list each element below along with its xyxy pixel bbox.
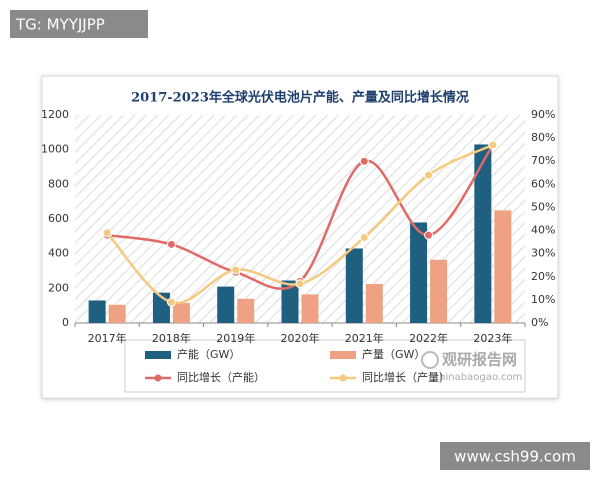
- legend-swatch: [330, 351, 356, 359]
- y2-tick-label: 90%: [531, 108, 555, 121]
- bar: [474, 144, 492, 323]
- legend-swatch: [145, 351, 171, 359]
- x-tick-label: 2023年: [473, 331, 512, 345]
- x-tick-label: 2019年: [216, 331, 255, 345]
- source-text: www.csh99.com: [454, 448, 576, 466]
- line-marker: [424, 170, 434, 180]
- bar: [172, 303, 190, 323]
- y-tick-label: 200: [48, 281, 69, 294]
- line-marker: [166, 239, 176, 249]
- bar: [217, 286, 235, 323]
- tag-box: [10, 10, 148, 38]
- y2-tick-label: 60%: [531, 177, 555, 190]
- y2-tick-label: 20%: [531, 270, 555, 283]
- legend-label: 同比增长（产能）: [177, 370, 265, 384]
- bar: [237, 298, 255, 323]
- line-marker: [359, 232, 369, 242]
- line-marker: [488, 140, 498, 150]
- line-marker: [102, 228, 112, 238]
- bar: [108, 304, 126, 323]
- bar: [281, 280, 299, 323]
- y2-tick-label: 10%: [531, 293, 555, 306]
- legend-box: [124, 339, 526, 393]
- logo-text: 观研报告网: [442, 351, 517, 369]
- y-tick-label: 400: [48, 247, 69, 260]
- x-tick-label: 2020年: [281, 331, 320, 345]
- x-tick-label: 2022年: [409, 331, 448, 345]
- y-tick-label: 600: [48, 212, 69, 225]
- bar: [301, 294, 319, 323]
- plot-area: [75, 115, 525, 323]
- y2-tick-label: 30%: [531, 247, 555, 260]
- y2-tick-label: 40%: [531, 224, 555, 237]
- bar: [345, 248, 363, 323]
- legend-label: 产能（GW）: [177, 347, 240, 361]
- line-marker: [424, 230, 434, 240]
- legend-label: 同比增长（产量）: [362, 370, 450, 384]
- logo-icon: [421, 351, 439, 369]
- line-marker: [359, 156, 369, 166]
- bar: [88, 300, 106, 323]
- y-tick-label: 0: [62, 316, 69, 329]
- y-tick-label: 800: [48, 177, 69, 190]
- y2-tick-label: 50%: [531, 200, 555, 213]
- legend-label: 产量（GW）: [362, 347, 425, 361]
- bar: [410, 222, 428, 323]
- line-marker: [166, 297, 176, 307]
- tag-text: TG: MYYJJPP: [15, 16, 105, 34]
- y2-tick-label: 70%: [531, 154, 555, 167]
- legend-swatch: [339, 374, 347, 382]
- bar: [365, 284, 383, 323]
- bar: [430, 259, 448, 323]
- logo-url: chinabaogao.com: [434, 372, 523, 383]
- bar: [494, 210, 512, 323]
- x-tick-label: 2021年: [345, 331, 384, 345]
- chart-title: 2017-2023年全球光伏电池片产能、产量及同比增长情况: [131, 90, 469, 106]
- legend-swatch: [154, 374, 162, 382]
- source-box: [440, 442, 590, 470]
- x-tick-label: 2018年: [152, 331, 191, 345]
- y-tick-label: 1200: [41, 108, 69, 121]
- y-tick-label: 1000: [41, 143, 69, 156]
- x-tick-label: 2017年: [88, 331, 127, 345]
- line-marker: [231, 265, 241, 275]
- line-marker: [295, 279, 305, 289]
- y2-tick-label: 80%: [531, 131, 555, 144]
- y2-tick-label: 0%: [531, 316, 548, 329]
